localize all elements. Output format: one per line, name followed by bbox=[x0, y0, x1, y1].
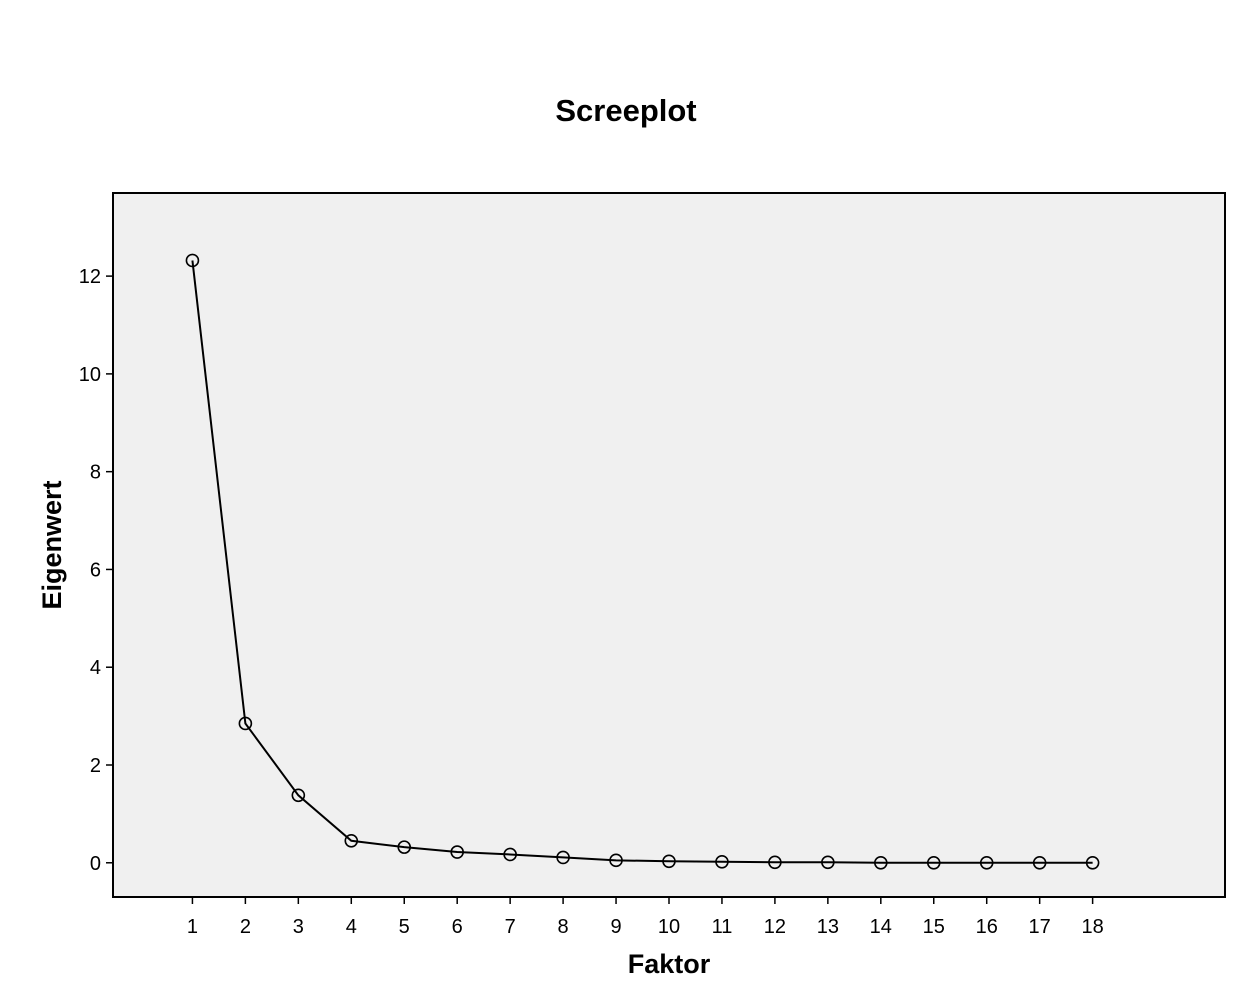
plot-area bbox=[112, 192, 1226, 898]
x-tick-label: 18 bbox=[1081, 916, 1103, 938]
eigenvalue-line bbox=[191, 260, 1093, 864]
chart-title: Screeplot bbox=[555, 93, 696, 128]
data-point bbox=[662, 854, 676, 869]
x-tick-label: 16 bbox=[976, 916, 998, 938]
x-axis: 1 2 3 4 5 6 7 8 9 10 11 12 13 14 15 16 17 18 bbox=[187, 897, 1104, 938]
eigenvalue-series bbox=[185, 253, 1100, 870]
y-tick-label: 12 bbox=[79, 266, 101, 288]
data-point bbox=[926, 855, 941, 870]
x-tick-label: 6 bbox=[452, 916, 463, 938]
data-point bbox=[238, 716, 253, 731]
y-tick-label: 8 bbox=[90, 462, 101, 484]
x-tick-label: 8 bbox=[558, 916, 569, 938]
data-point bbox=[1085, 855, 1100, 870]
x-tick-label: 3 bbox=[293, 916, 304, 938]
data-point bbox=[503, 847, 517, 862]
x-tick-label: 17 bbox=[1029, 916, 1051, 938]
x-tick-label: 10 bbox=[658, 916, 680, 938]
x-tick-label: 11 bbox=[712, 916, 733, 938]
x-tick-label: 15 bbox=[923, 916, 945, 938]
data-point bbox=[291, 788, 306, 803]
x-tick-label: 1 bbox=[187, 916, 198, 938]
x-tick-label: 4 bbox=[346, 916, 357, 938]
data-point bbox=[344, 833, 359, 848]
x-tick-label: 13 bbox=[817, 916, 839, 938]
y-tick-label: 2 bbox=[90, 755, 101, 777]
y-tick-label: 10 bbox=[79, 364, 101, 386]
y-tick-label: 4 bbox=[90, 657, 101, 679]
x-tick-label: 7 bbox=[505, 916, 516, 938]
x-tick-label: 14 bbox=[870, 916, 892, 938]
x-tick-label: 12 bbox=[764, 916, 786, 938]
y-tick-label: 0 bbox=[90, 853, 101, 875]
data-point bbox=[821, 855, 835, 870]
data-point bbox=[450, 845, 464, 859]
data-point bbox=[979, 855, 994, 870]
data-point bbox=[609, 853, 623, 868]
data-point bbox=[397, 840, 412, 854]
data-point bbox=[556, 850, 570, 865]
y-tick-label: 6 bbox=[90, 559, 101, 581]
x-tick-label: 9 bbox=[610, 916, 621, 938]
data-point bbox=[768, 855, 782, 870]
data-point bbox=[1032, 855, 1047, 870]
data-point bbox=[185, 253, 200, 268]
data-point bbox=[715, 854, 729, 869]
data-point bbox=[874, 855, 888, 870]
y-axis: 0 2 4 6 8 10 12 bbox=[79, 266, 113, 875]
x-axis-title: Faktor bbox=[628, 949, 711, 979]
x-tick-label: 2 bbox=[240, 916, 251, 938]
y-axis-title: Eigenwert bbox=[37, 480, 67, 609]
x-tick-label: 5 bbox=[399, 916, 410, 938]
